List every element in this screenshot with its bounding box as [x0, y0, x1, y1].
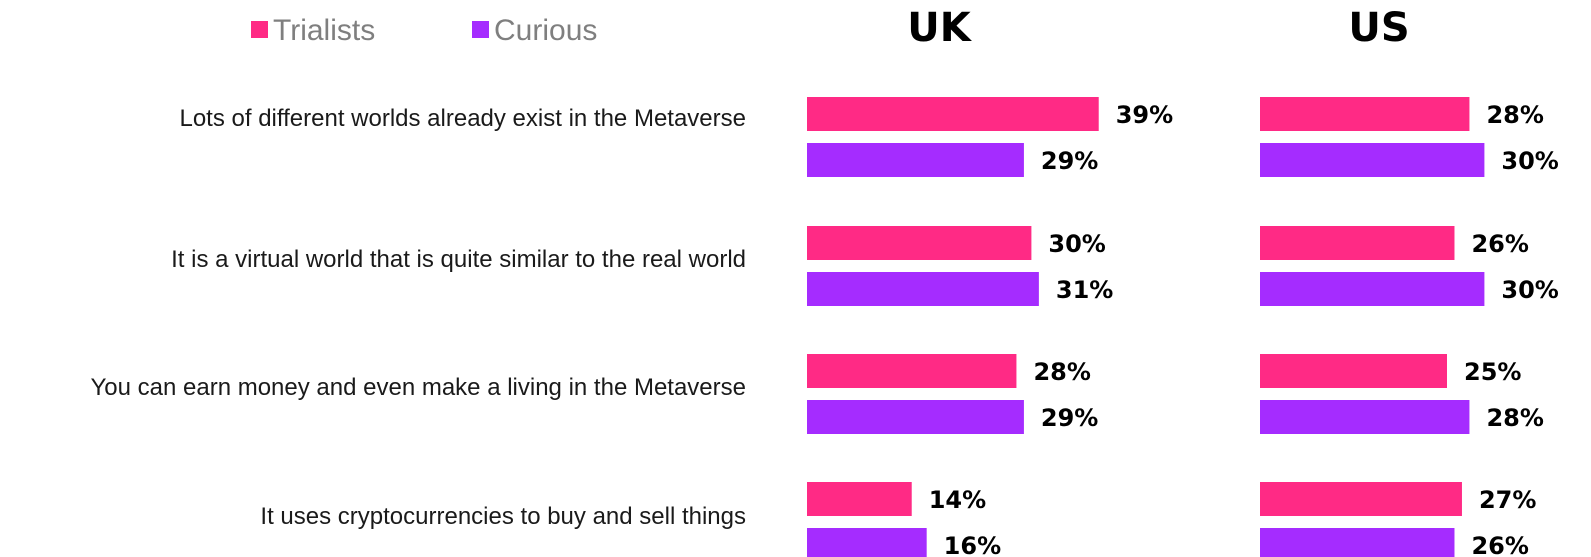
bar-uk-curious: [807, 400, 1024, 434]
bar-us-curious: [1260, 272, 1485, 306]
value-label-us-trialists: 25%: [1464, 358, 1521, 386]
value-label-us-trialists: 27%: [1479, 486, 1536, 514]
value-label-us-curious: 26%: [1471, 532, 1528, 557]
panel-title-uk: UK: [907, 5, 972, 51]
value-label-uk-trialists: 14%: [929, 486, 986, 514]
value-labels: 39% 30% 28% 14% 29% 31% 29% 16% 28% 26% 25% 27% 30% 3…: [929, 101, 1559, 557]
bar-uk-curious: [807, 143, 1024, 177]
category-label: You can earn money and even make a livin…: [90, 374, 746, 401]
bar-us-curious: [1260, 143, 1485, 177]
bar-us-trialists: [1260, 226, 1455, 260]
bar-us-trialists: [1260, 97, 1470, 131]
bar-uk-trialists: [807, 97, 1099, 131]
bar-uk-trialists: [807, 354, 1017, 388]
bar-uk-curious: [807, 272, 1039, 306]
value-label-uk-curious: 31%: [1056, 276, 1113, 304]
legend: Trialists Curious: [251, 14, 597, 47]
bar-us-curious: [1260, 400, 1470, 434]
value-label-us-trialists: 26%: [1471, 230, 1528, 258]
category-label: It is a virtual world that is quite simi…: [171, 246, 746, 273]
value-label-uk-curious: 16%: [944, 532, 1001, 557]
legend-label-trialists: Trialists: [273, 14, 375, 47]
legend-label-curious: Curious: [494, 14, 597, 47]
value-label-us-trialists: 28%: [1486, 101, 1543, 129]
category-labels: Lots of different worlds already exist i…: [90, 105, 746, 530]
value-label-us-curious: 28%: [1486, 404, 1543, 432]
bar-uk-trialists: [807, 226, 1032, 260]
bar-us-trialists: [1260, 482, 1462, 516]
value-label-us-curious: 30%: [1501, 276, 1558, 304]
bar-us-curious: [1260, 528, 1455, 557]
category-label: Lots of different worlds already exist i…: [179, 105, 746, 132]
category-label: It uses cryptocurrencies to buy and sell…: [260, 503, 746, 530]
value-label-us-curious: 30%: [1501, 147, 1558, 175]
panel-title-us: US: [1348, 5, 1409, 51]
legend-swatch-curious: [472, 21, 489, 38]
value-label-uk-trialists: 30%: [1048, 230, 1105, 258]
bar-us-trialists: [1260, 354, 1447, 388]
bars: [807, 97, 1485, 557]
value-label-uk-curious: 29%: [1041, 147, 1098, 175]
bar-uk-trialists: [807, 482, 912, 516]
bar-uk-curious: [807, 528, 927, 557]
legend-swatch-trialists: [251, 21, 268, 38]
value-label-uk-curious: 29%: [1041, 404, 1098, 432]
value-label-uk-trialists: 39%: [1116, 101, 1173, 129]
value-label-uk-trialists: 28%: [1033, 358, 1090, 386]
